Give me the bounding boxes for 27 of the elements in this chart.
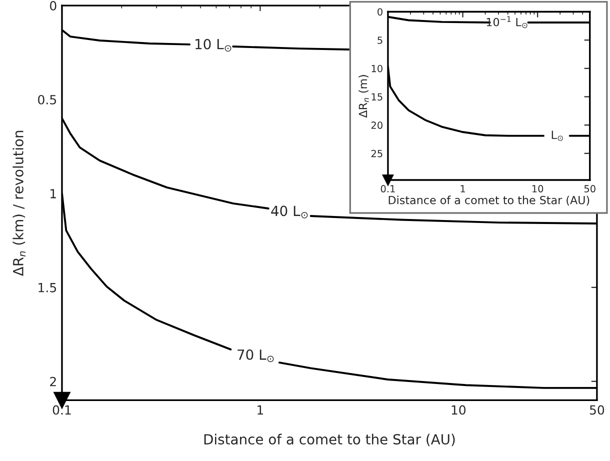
y-tick-label: 2 [50,376,56,386]
x-tick-label: 1 [258,405,264,415]
y-tick-label: 20 [371,122,382,129]
y-tick-label: 0 [378,8,382,16]
y-tick-label: 5 [378,36,382,44]
x-tick-label: 1 [460,185,465,192]
y-axis-title: ΔR$_{n}$ (km) / revolution [12,130,26,276]
annotation: 10 L$_{⊙}$ [196,38,232,52]
y-tick-label: 1.5 [38,283,56,292]
y-tick-label: 25 [371,150,382,158]
x-tick-label: 10 [452,405,466,415]
x-axis-title: Distance of a comet to the Star (AU) [388,196,590,206]
annotation: L$_{⊙}$ [552,130,563,141]
x-tick-label: 0.1 [380,185,395,192]
y-tick-label: 0 [50,1,56,10]
annotation: 40 L$_{⊙}$ [271,206,308,218]
x-tick-label: 50 [584,185,596,192]
y-tick-label: 10 [372,64,382,72]
x-tick-label: 0.1 [52,405,71,415]
annotation: 10$^{−1}$ L$_{⊙}$ [486,16,528,28]
y-tick-label: 15 [372,93,382,101]
y-tick-label: 0.5 [38,94,56,104]
annotation: 70 L$_{⊙}$ [238,349,274,362]
x-tick-label: 50 [590,405,604,415]
x-tick-label: 10 [532,185,544,192]
y-axis-title: ΔR$_{n}$ (m) [358,75,369,118]
x-axis-title: Distance of a comet to the Star (AU) [204,434,455,446]
